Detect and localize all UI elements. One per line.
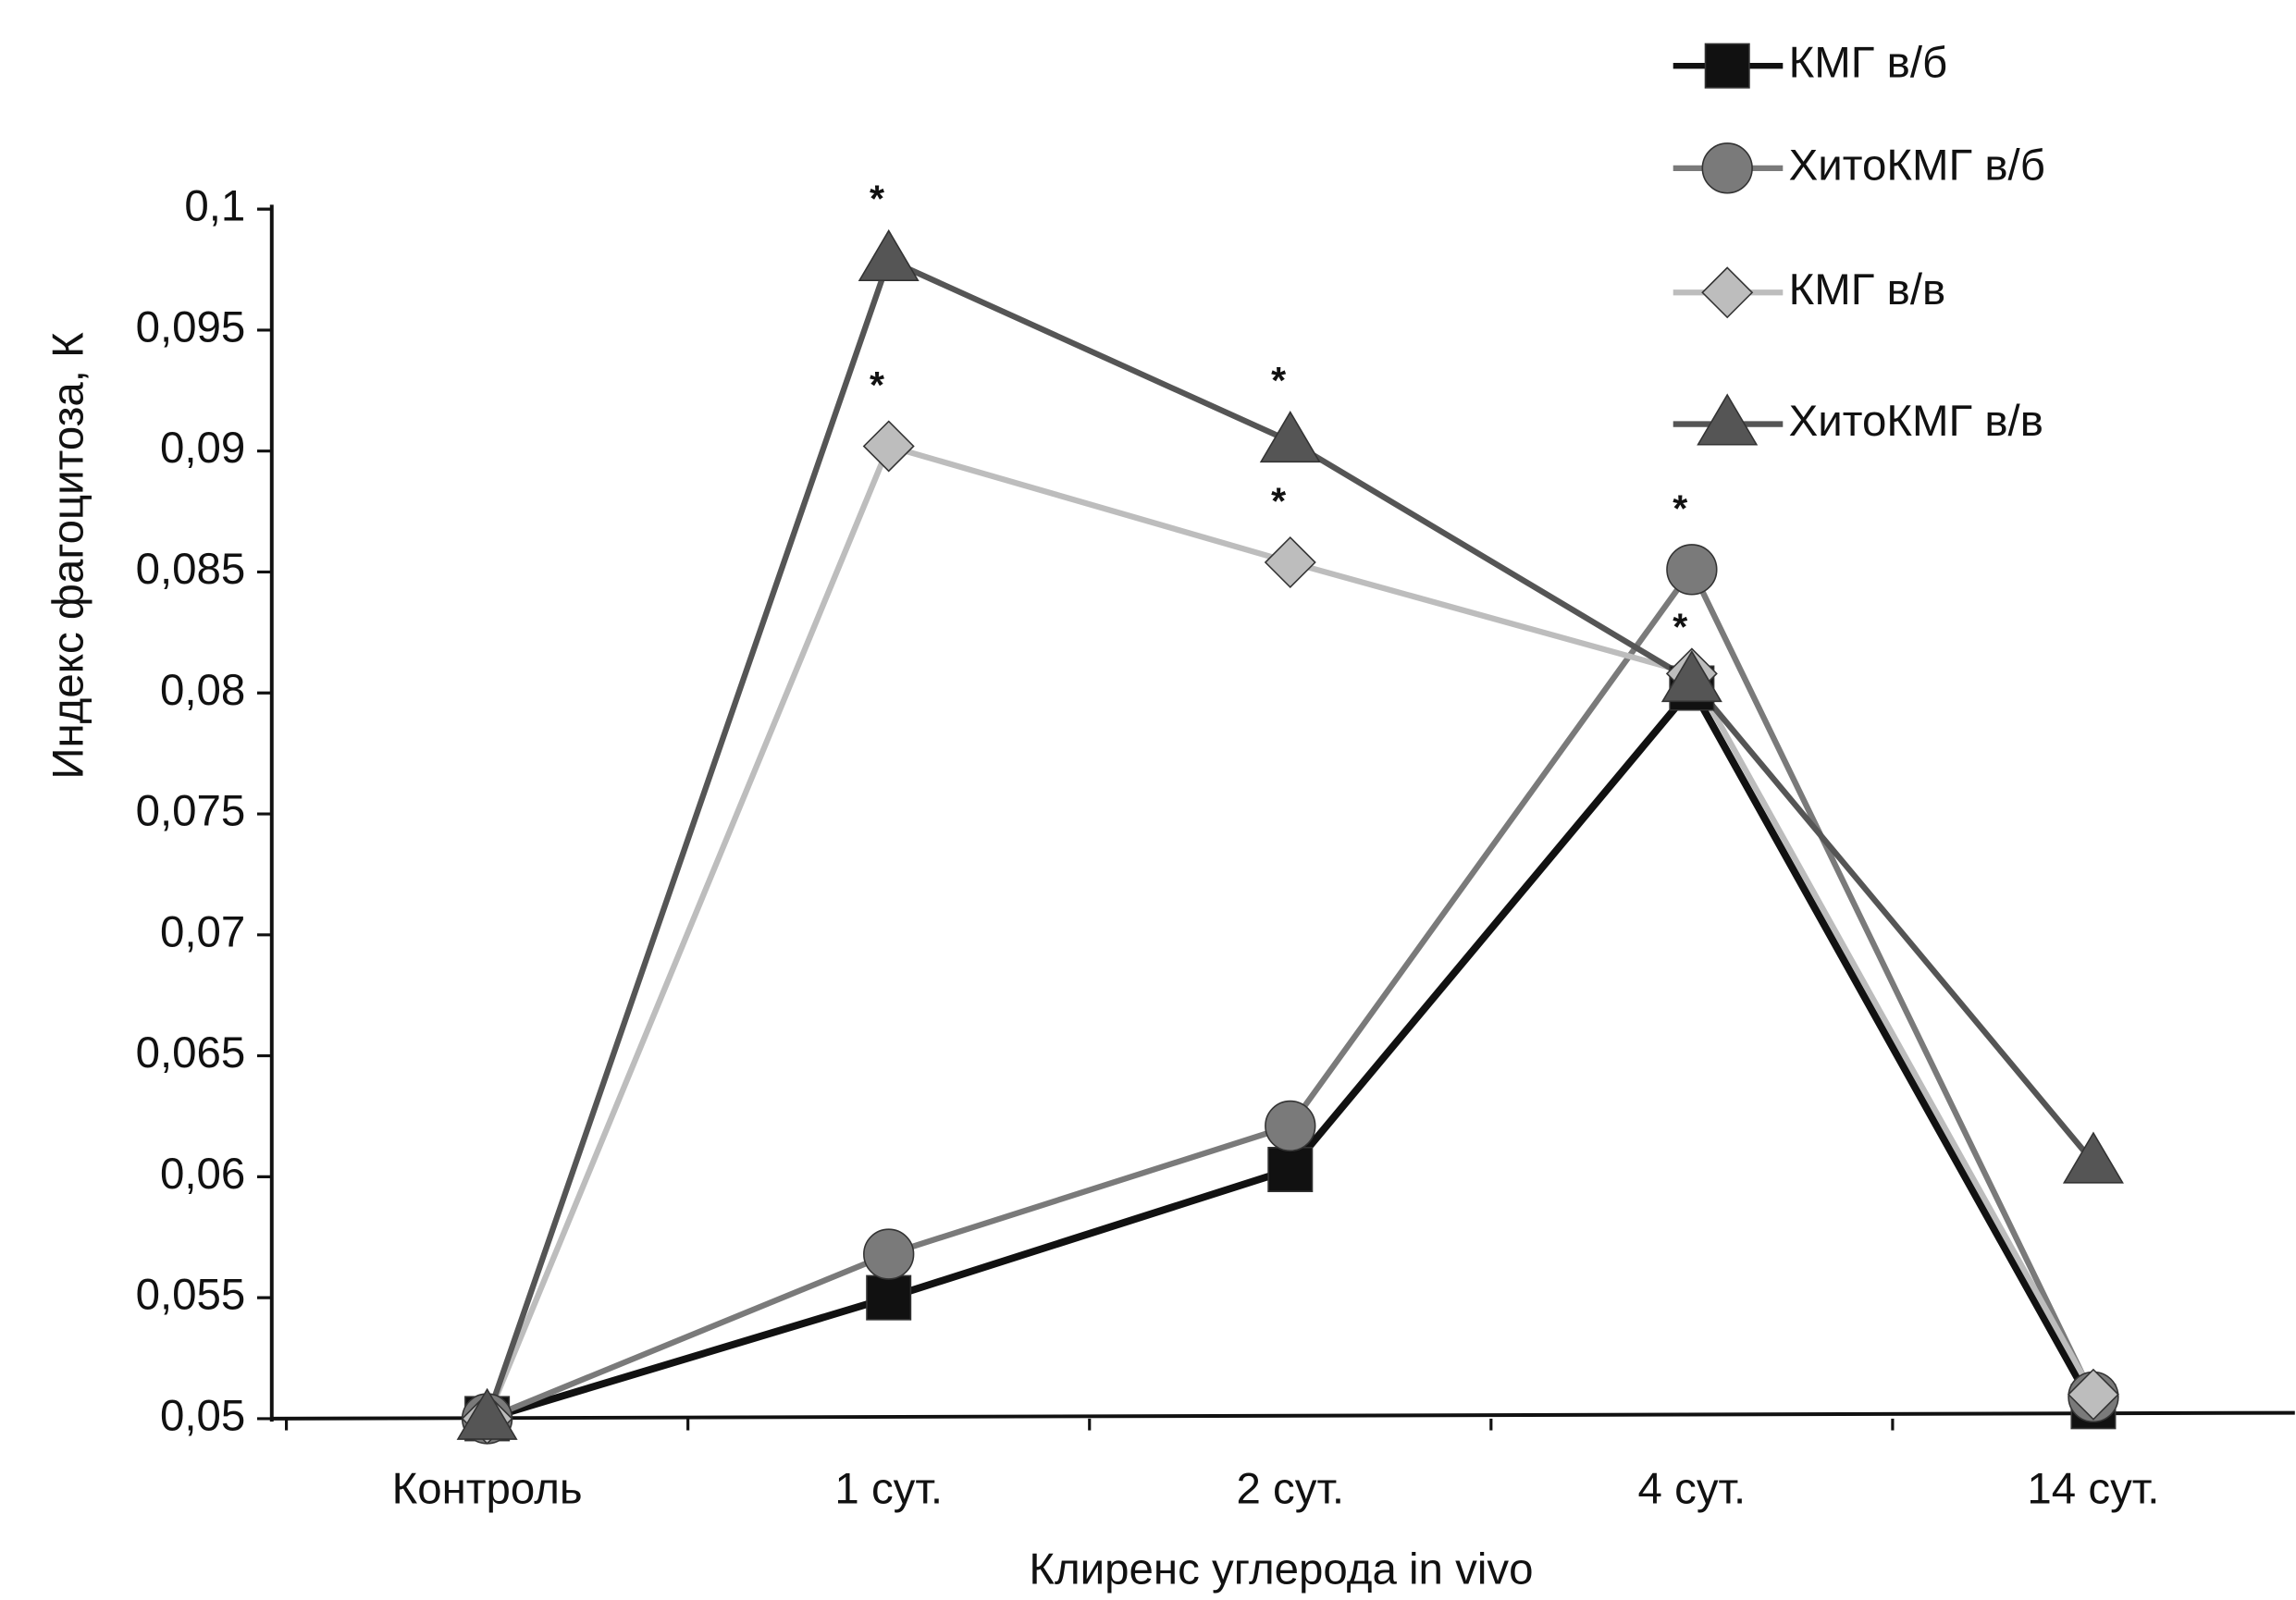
point-marker xyxy=(1666,544,1718,596)
x-tick-label: 1 сут. xyxy=(834,1465,943,1514)
legend-label: КМГ в/в xyxy=(1789,265,1946,314)
y-tick-label: 0,08 xyxy=(160,666,245,715)
point-marker xyxy=(858,228,920,281)
point-marker xyxy=(866,1274,912,1321)
point-marker xyxy=(456,1387,518,1440)
y-tick-label: 0,095 xyxy=(136,302,246,351)
legend-label: ХитоКМГ в/б xyxy=(1789,141,2045,190)
point-marker xyxy=(1264,536,1316,589)
y-tick-label: 0,075 xyxy=(136,787,246,836)
point-marker xyxy=(862,420,915,473)
point-marker xyxy=(1660,649,1722,703)
legend-marker xyxy=(1704,43,1750,89)
legend-marker xyxy=(1697,393,1759,446)
legend-label: КМГ в/б xyxy=(1789,39,1948,88)
x-tick-label: 14 сут. xyxy=(2027,1465,2159,1514)
annotation: * xyxy=(870,363,884,406)
point-marker xyxy=(2062,1131,2124,1184)
annotation: * xyxy=(1271,359,1286,401)
legend-marker xyxy=(1701,142,1753,194)
y-axis-label: Индекс фагоцитоза, К xyxy=(44,332,93,780)
y-tick-label: 0,055 xyxy=(136,1271,246,1320)
legend-marker xyxy=(1701,266,1754,319)
annotation: * xyxy=(1673,606,1687,648)
x-axis-label: Клиренс углерода in vivo xyxy=(1029,1545,1533,1594)
y-tick-label: 0,085 xyxy=(136,545,246,594)
point-marker xyxy=(1265,1100,1316,1152)
annotation: * xyxy=(1673,486,1687,529)
annotation: * xyxy=(870,178,884,220)
x-tick-label: Контроль xyxy=(392,1465,583,1514)
y-tick-label: 0,065 xyxy=(136,1028,246,1077)
y-tick-label: 0,05 xyxy=(160,1391,245,1440)
y-tick-label: 0,1 xyxy=(184,182,245,231)
y-tick-label: 0,06 xyxy=(160,1150,245,1199)
annotation: * xyxy=(1271,480,1286,523)
x-tick-label: 4 сут. xyxy=(1638,1465,1747,1514)
point-marker xyxy=(2067,1368,2119,1421)
x-tick-label: 2 сут. xyxy=(1236,1465,1344,1514)
y-tick-label: 0,07 xyxy=(160,907,245,956)
point-marker xyxy=(1259,411,1321,463)
x-axis xyxy=(271,1410,2295,1421)
point-marker xyxy=(863,1228,915,1280)
point-marker xyxy=(1267,1146,1314,1193)
legend-label: ХитоКМГ в/в xyxy=(1789,397,2043,446)
y-tick-label: 0,09 xyxy=(160,424,245,473)
